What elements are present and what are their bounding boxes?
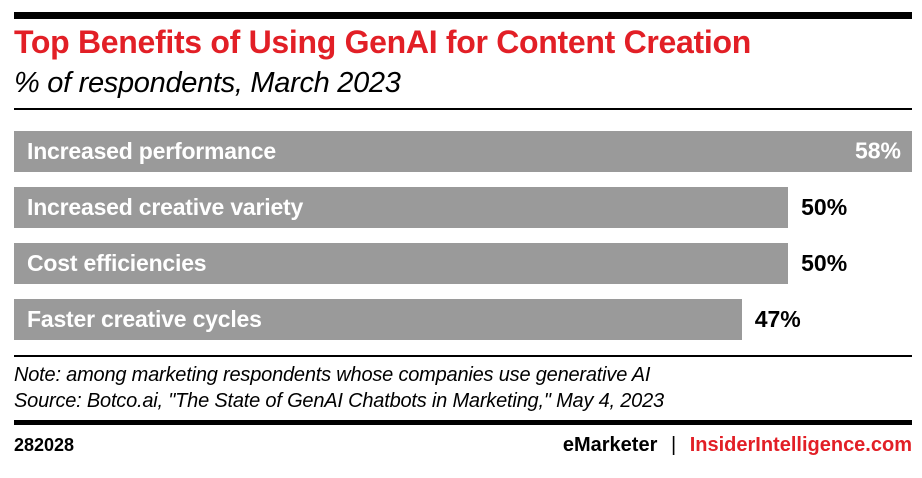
chart-title: Top Benefits of Using GenAI for Content … (14, 24, 751, 60)
chart-id: 282028 (14, 434, 75, 455)
bar-category-label: Increased performance (27, 137, 276, 164)
emarketer-brand: eMarketer (562, 433, 658, 456)
bar-row: Increased performance 58% (14, 130, 912, 172)
chart-subtitle: % of respondents, March 2023 (14, 66, 401, 99)
chart-note: Note: among marketing respondents whose … (14, 363, 651, 386)
bar-value-label: 50% (801, 249, 848, 276)
top-rule (14, 12, 912, 19)
brand-lockup: eMarketer | InsiderIntelligence.com (563, 434, 912, 457)
bar-row: Faster creative cycles 47% (14, 298, 912, 340)
bar-value-label: 50% (801, 193, 848, 220)
bar-row: Increased creative variety 50% (14, 186, 912, 228)
chart-card: Top Benefits of Using GenAI for Content … (14, 12, 912, 457)
bar-chart: Increased performance 58% Increased crea… (14, 130, 912, 340)
bar: Increased creative variety (14, 186, 789, 228)
brand-separator: | (670, 433, 677, 456)
bar-value-label: 58% (854, 137, 901, 164)
bar: Faster creative cycles (14, 298, 742, 340)
bar-value-label: 47% (754, 305, 801, 332)
bar-category-label: Increased creative variety (27, 193, 304, 220)
insider-intelligence-link[interactable]: InsiderIntelligence.com (689, 433, 912, 456)
bar: Increased performance 58% (14, 130, 912, 172)
bar-category-label: Cost efficiencies (27, 249, 207, 276)
footnote-block: Note: among marketing respondents whose … (14, 362, 912, 414)
chart-source: Source: Botco.ai, "The State of GenAI Ch… (14, 389, 664, 412)
bar: Cost efficiencies (14, 242, 789, 284)
footer-bar: 282028 eMarketer | InsiderIntelligence.c… (14, 434, 912, 457)
bar-category-label: Faster creative cycles (27, 305, 262, 332)
footer-divider (14, 419, 912, 425)
header-divider (14, 107, 912, 110)
bar-row: Cost efficiencies 50% (14, 242, 912, 284)
footnote-divider (14, 354, 912, 357)
